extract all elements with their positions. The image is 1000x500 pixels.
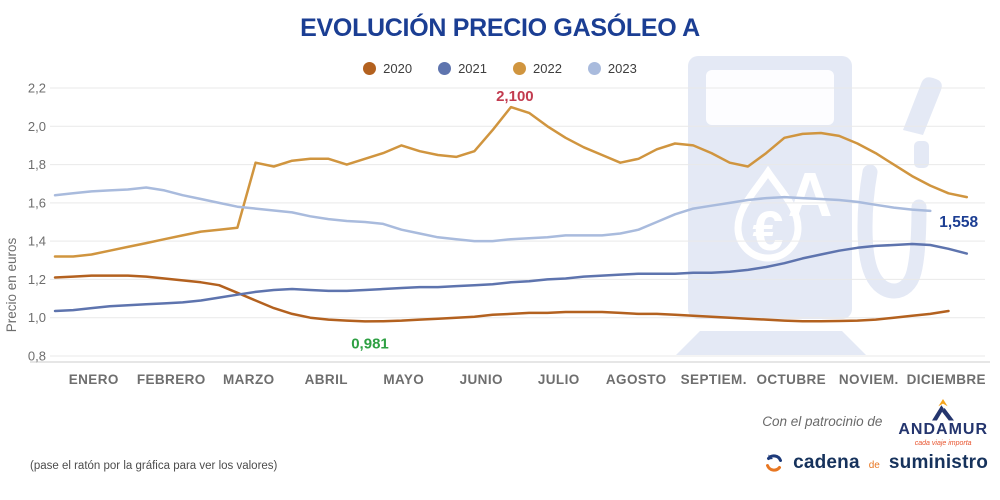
legend-item-2020[interactable]: 2020 xyxy=(363,61,412,76)
andamur-tagline-text: cada viaje importa xyxy=(914,440,972,447)
legend-dot-2022-icon xyxy=(513,62,526,75)
svg-text:1,8: 1,8 xyxy=(28,157,46,172)
series-line-2022[interactable] xyxy=(53,105,969,258)
legend-label: 2022 xyxy=(533,61,562,76)
svg-text:MAYO: MAYO xyxy=(383,372,424,387)
svg-text:1,0: 1,0 xyxy=(28,310,46,325)
svg-text:1,4: 1,4 xyxy=(28,234,46,249)
svg-text:2,2: 2,2 xyxy=(28,81,46,96)
svg-text:SEPTIEM.: SEPTIEM. xyxy=(681,372,747,387)
publisher-word-de: de xyxy=(868,460,880,471)
svg-text:€: € xyxy=(752,199,783,262)
sponsor-prefix-text: Con el patrocinio de xyxy=(762,413,883,429)
series-line-2021[interactable] xyxy=(53,242,969,313)
andamur-logo[interactable]: ANDAMUR cada viaje importa xyxy=(898,399,988,447)
sponsor-block: Con el patrocinio de ANDAMUR cada viaje … xyxy=(762,399,988,447)
svg-text:2,0: 2,0 xyxy=(28,119,46,134)
svg-text:JULIO: JULIO xyxy=(538,372,580,387)
publisher-word-cadena: cadena xyxy=(793,452,860,473)
svg-text:ABRIL: ABRIL xyxy=(305,372,348,387)
svg-text:DICIEMBRE: DICIEMBRE xyxy=(907,372,986,387)
andamur-a-mark-icon xyxy=(932,399,955,421)
svg-text:AGOSTO: AGOSTO xyxy=(606,372,667,387)
svg-text:1,2: 1,2 xyxy=(28,272,46,287)
chart-legend: 2020 2021 2022 2023 xyxy=(0,61,1000,76)
publisher-word-suministro: suministro xyxy=(888,452,988,473)
svg-text:1,6: 1,6 xyxy=(28,195,46,210)
circular-arrows-icon xyxy=(766,454,783,472)
legend-dot-2020-icon xyxy=(363,62,377,75)
svg-text:NOVIEM.: NOVIEM. xyxy=(839,372,899,387)
legend-label: 2020 xyxy=(383,61,413,76)
annotation-end-2023: 1,558 xyxy=(939,214,978,231)
legend-label: 2021 xyxy=(458,61,487,76)
svg-text:ENERO: ENERO xyxy=(69,372,119,387)
y-axis-labels: 0,8 1,0 1,2 1,4 1,6 1,8 2,0 2,2 xyxy=(28,81,46,364)
legend-dot-2021-icon xyxy=(438,62,452,75)
legend-item-2021[interactable]: 2021 xyxy=(438,61,487,76)
annotation-min-2020: 0,981 xyxy=(351,335,389,352)
series-line-2020[interactable] xyxy=(53,274,950,323)
y-axis-title: Precio en euros xyxy=(4,237,19,332)
chart-title: EVOLUCIÓN PRECIO GASÓLEO A xyxy=(300,14,700,42)
andamur-name-text: ANDAMUR xyxy=(898,421,988,438)
legend-item-2022[interactable]: 2022 xyxy=(513,61,562,76)
x-axis-labels: ENERO FEBRERO MARZO ABRIL MAYO JUNIO JULIO AGOS… xyxy=(69,372,986,387)
svg-text:JUNIO: JUNIO xyxy=(460,372,503,387)
svg-text:FEBRERO: FEBRERO xyxy=(137,372,206,387)
legend-item-2023[interactable]: 2023 xyxy=(587,61,637,76)
gridlines xyxy=(30,87,990,363)
svg-text:0,8: 0,8 xyxy=(28,349,46,364)
svg-text:MARZO: MARZO xyxy=(223,372,275,387)
hover-hint-footnote: (pase el ratón por la gráfica para ver l… xyxy=(30,460,278,472)
legend-label: 2023 xyxy=(607,61,637,76)
series-line-2023[interactable] xyxy=(53,186,932,243)
legend-dot-2023-icon xyxy=(587,62,601,75)
svg-text:OCTUBRE: OCTUBRE xyxy=(756,372,826,387)
fuel-pump-euro-gasoleo-a-watermark: A€ xyxy=(676,56,942,355)
annotation-peak-2022: 2,100 xyxy=(496,88,534,105)
publisher-logo[interactable]: cadena de suministro xyxy=(763,452,988,474)
